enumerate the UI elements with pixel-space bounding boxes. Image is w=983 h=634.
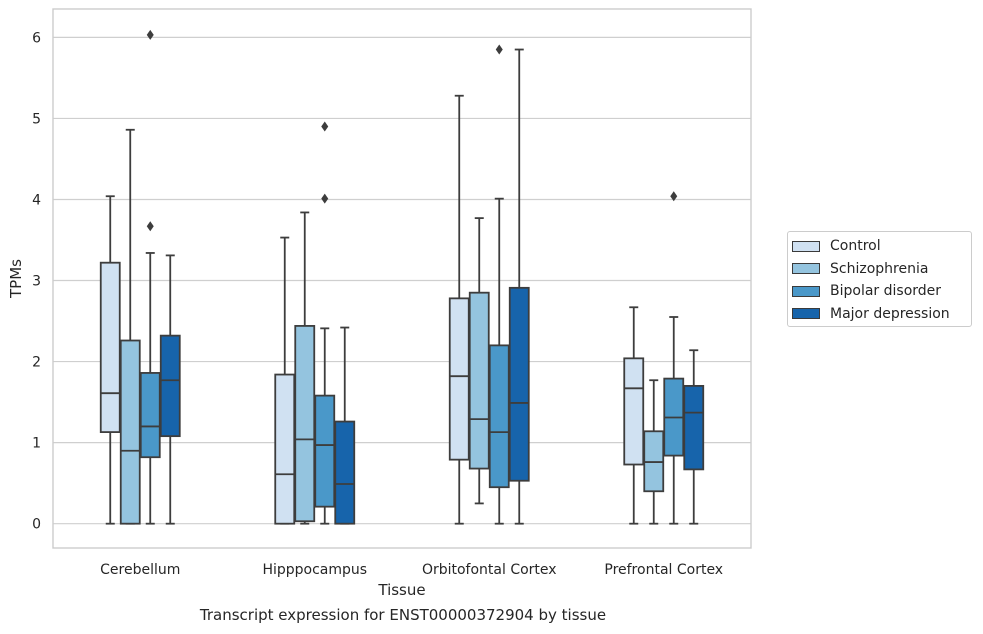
- legend-swatch: [792, 285, 820, 297]
- x-tick-label: Prefrontal Cortex: [604, 562, 723, 578]
- legend-item: Major depression: [792, 304, 950, 324]
- legend-swatch: [792, 263, 820, 274]
- y-tick-label: 3: [32, 274, 41, 290]
- box-2-1: [314, 394, 336, 508]
- box-0-3: [623, 357, 645, 466]
- box-1-1: [294, 325, 316, 523]
- x-tick-label: Hipppocampus: [262, 562, 367, 578]
- outlier-point: [670, 191, 678, 202]
- legend-swatch: [792, 240, 820, 252]
- box-3-3: [683, 384, 705, 471]
- legend-label: Schizophrenia: [830, 260, 929, 277]
- outlier-point: [146, 29, 154, 40]
- legend-label: Major depression: [830, 305, 950, 322]
- y-axis-label: TPMs: [7, 259, 25, 299]
- x-tick-label: Orbitofontal Cortex: [422, 562, 557, 578]
- outlier-point: [495, 44, 503, 55]
- x-axis-label: Tissue: [377, 581, 425, 599]
- plot-frame: [52, 8, 752, 549]
- outlier-point: [146, 221, 154, 232]
- legend-item: Bipolar disorder: [792, 281, 941, 301]
- y-tick-label: 1: [32, 436, 41, 452]
- legend-label: Bipolar disorder: [830, 283, 942, 299]
- box-1-0: [119, 339, 141, 525]
- box-2-0: [139, 372, 161, 459]
- x-tick-label: Cerebellum: [100, 562, 180, 578]
- legend-item: Control: [792, 236, 881, 256]
- y-tick-label: 6: [32, 30, 41, 46]
- box-0-2: [448, 297, 470, 461]
- y-tick-label: 4: [32, 192, 41, 208]
- legend-item: Schizophrenia: [792, 259, 928, 279]
- box-0-1: [274, 373, 296, 525]
- y-tick-label: 0: [32, 517, 41, 533]
- box-0-0: [99, 261, 121, 433]
- outlier-point: [321, 121, 329, 132]
- legend: Control Schizophrenia Bipolar disorder Majo…: [787, 231, 972, 327]
- box-2-2: [488, 344, 510, 489]
- box-3-1: [334, 420, 356, 525]
- box-3-0: [159, 334, 181, 438]
- box-1-2: [468, 291, 490, 470]
- legend-label: Control: [830, 238, 881, 254]
- box-3-2: [508, 286, 530, 482]
- legend-swatch: [792, 308, 820, 319]
- outlier-point: [321, 193, 329, 204]
- y-tick-label: 5: [32, 111, 41, 127]
- chart-caption: Transcript expression for ENST0000037290…: [199, 606, 607, 624]
- y-tick-label: 2: [32, 355, 41, 371]
